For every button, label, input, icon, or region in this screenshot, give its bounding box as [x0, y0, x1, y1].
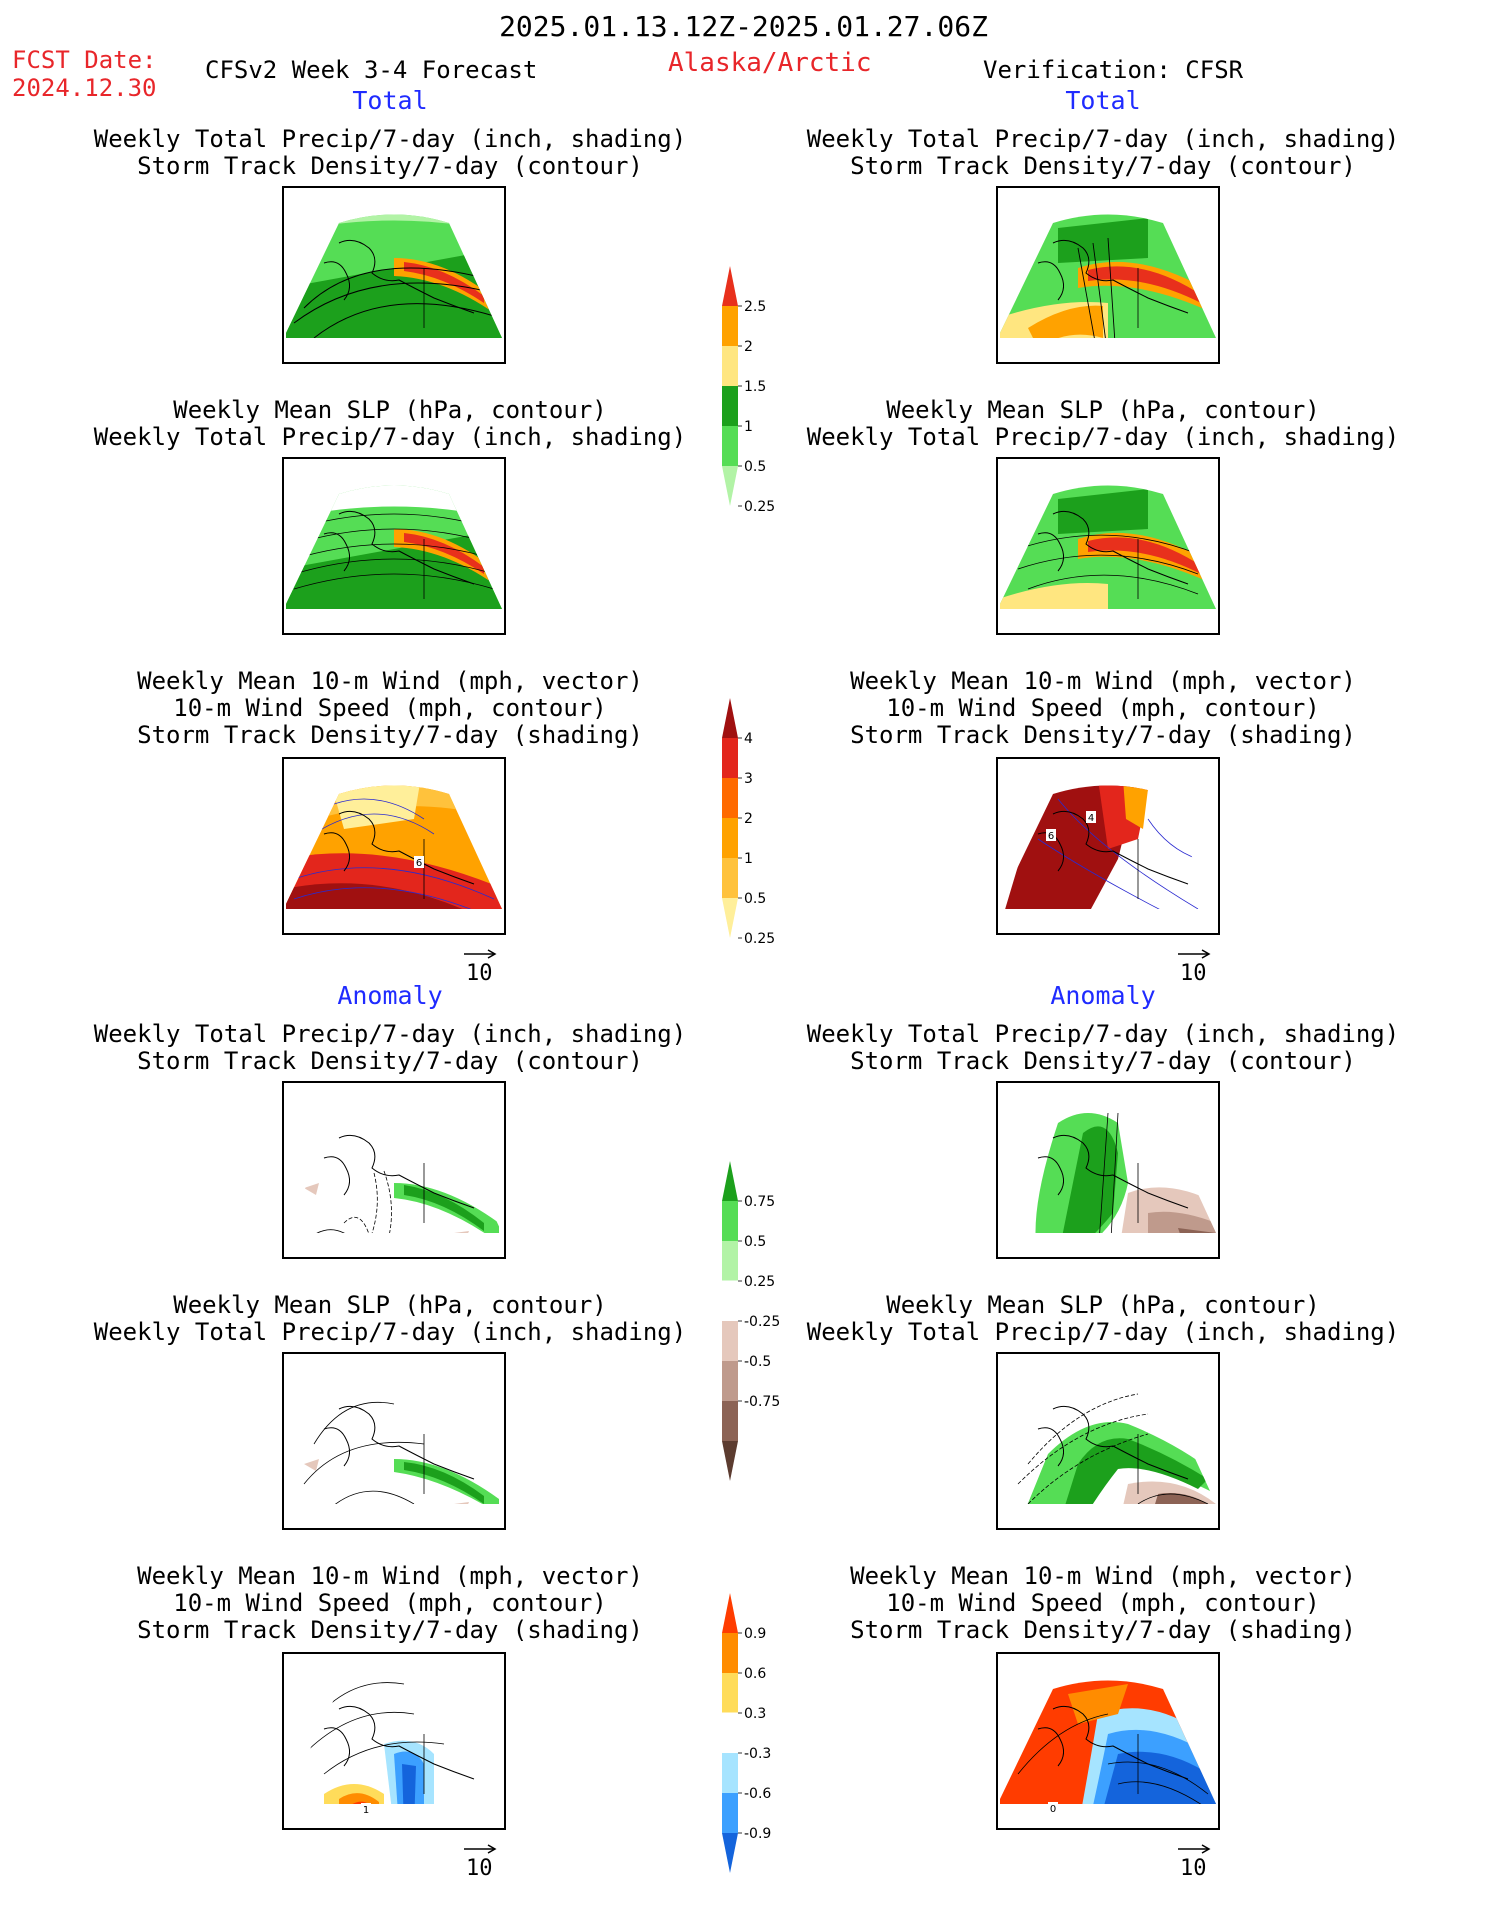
panel-title-total-slp-left: Weekly Mean SLP (hPa, contour) Weekly To… [93, 396, 687, 451]
colorbar-segment [722, 1361, 738, 1401]
section-anomaly-right: Anomaly [1050, 981, 1156, 1010]
colorbar-segment [722, 698, 738, 738]
colorbar-segment [722, 386, 738, 426]
colorbar-segment [722, 778, 738, 818]
panel-title-anom-wind-right: Weekly Mean 10-m Wind (mph, vector) 10-m… [850, 1562, 1356, 1644]
colorbar-segment [722, 1241, 738, 1281]
colorbar-storm-anomaly: 0.9 0.6 0.3 -0.3 -0.6 -0.9 [710, 1593, 790, 1877]
colorbar-segment [722, 1833, 738, 1873]
vector-arrow-icon [1178, 949, 1211, 959]
map-total-precip-verification [996, 186, 1220, 364]
map-anom-slp-forecast [282, 1352, 506, 1530]
colorbar-tick-label: 0.5 [744, 459, 766, 475]
colorbar-segment [722, 426, 738, 466]
colorbar-tick-label: 1.5 [744, 379, 766, 395]
map-anom-precip-verification [996, 1081, 1220, 1259]
colorbar-tick-label: 0.25 [744, 1274, 775, 1290]
colorbar-tick-label: 2.5 [744, 299, 766, 315]
panel-title-total-precip-left: Weekly Total Precip/7-day (inch, shading… [93, 125, 687, 180]
colorbar-tick-label: 0.25 [744, 499, 775, 515]
colorbar-segment [721, 1712, 739, 1754]
colorbar-tick-label: 0.5 [744, 1234, 766, 1250]
panel-title-anom-precip-right: Weekly Total Precip/7-day (inch, shading… [806, 1020, 1400, 1075]
panel-title-anom-wind-left: Weekly Mean 10-m Wind (mph, vector) 10-m… [137, 1562, 643, 1644]
colorbar-tick-label: -0.25 [744, 1314, 780, 1330]
section-total-right: Total [1065, 86, 1141, 115]
panel-title-total-precip-right: Weekly Total Precip/7-day (inch, shading… [806, 125, 1400, 180]
colorbar-tick-label: 3 [744, 771, 753, 787]
colorbar-tick-label: 2 [744, 811, 753, 827]
map-anom-precip-forecast [282, 1081, 506, 1259]
vector-arrow-icon [1178, 1844, 1211, 1854]
colorbar-segment [722, 346, 738, 386]
colorbar-tick-label: 0.25 [744, 931, 775, 947]
colorbar-segment [721, 1280, 739, 1322]
colorbar-tick-label: 0.75 [744, 1194, 775, 1210]
panel-title-total-wind-right: Weekly Mean 10-m Wind (mph, vector) 10-m… [850, 667, 1356, 749]
map-anom-wind-forecast: 1 [282, 1652, 506, 1830]
verification-title: Verification: CFSR [983, 56, 1244, 84]
forecast-period-title: 2025.01.13.12Z-2025.01.27.06Z [499, 10, 988, 43]
colorbar-precip-anomaly: 0.75 0.5 0.25 -0.25 -0.5 -0.75 [710, 1161, 790, 1485]
panel-title-anom-slp-left: Weekly Mean SLP (hPa, contour) Weekly To… [93, 1291, 687, 1346]
colorbar-segment [722, 266, 738, 306]
colorbar-tick-label: 4 [744, 731, 753, 747]
vector-arrow-icon [464, 949, 497, 959]
region-title: Alaska/Arctic [668, 48, 872, 78]
contour-label: 6 [1048, 831, 1054, 842]
panel-title-total-slp-right: Weekly Mean SLP (hPa, contour) Weekly To… [806, 396, 1400, 451]
colorbar-tick-label: -0.75 [744, 1394, 780, 1410]
map-total-precip-forecast [282, 186, 506, 364]
colorbar-tick-label: 0.6 [744, 1666, 766, 1682]
map-anom-slp-verification [996, 1352, 1220, 1530]
map-total-slp-verification [996, 457, 1220, 635]
colorbar-segment [722, 1321, 738, 1361]
colorbar-segment [722, 1401, 738, 1441]
colorbar-segment [722, 1673, 738, 1713]
colorbar-tick-label: -0.6 [744, 1786, 771, 1802]
colorbar-tick-label: -0.5 [744, 1354, 771, 1370]
colorbar-tick-label: 1 [744, 851, 753, 867]
colorbar-segment [722, 858, 738, 898]
colorbar-tick-label: 2 [744, 339, 753, 355]
colorbar-tick-label: 0.9 [744, 1626, 766, 1642]
map-anom-wind-verification: 0 [996, 1652, 1220, 1830]
section-total-left: Total [352, 86, 428, 115]
vector-arrow-icon [464, 1844, 497, 1854]
panel-title-total-wind-left: Weekly Mean 10-m Wind (mph, vector) 10-m… [137, 667, 643, 749]
contour-label: 0 [1050, 1804, 1056, 1815]
model-title: CFSv2 Week 3-4 Forecast [205, 56, 538, 84]
map-total-wind-forecast: 6 [282, 757, 506, 935]
colorbar-segment [722, 1753, 738, 1793]
colorbar-segment [722, 818, 738, 858]
colorbar-segment [722, 1441, 738, 1481]
colorbar-tick-label: 0.3 [744, 1706, 766, 1722]
fcst-date-label: FCST Date: [12, 46, 157, 74]
colorbar-segment [722, 898, 738, 938]
colorbar-segment [722, 1633, 738, 1673]
colorbar-tick-label: 1 [744, 419, 753, 435]
contour-label: 4 [1088, 813, 1094, 824]
map-total-wind-verification: 4 6 [996, 757, 1220, 935]
colorbar-segment [722, 1201, 738, 1241]
colorbar-segment [722, 738, 738, 778]
colorbar-tick-label: 0.5 [744, 891, 766, 907]
colorbar-tick-label: -0.3 [744, 1746, 771, 1762]
fcst-date-value: 2024.12.30 [12, 74, 157, 102]
map-total-slp-forecast [282, 457, 506, 635]
colorbar-segment [722, 1793, 738, 1833]
colorbar-storm-total: 4 3 2 1 0.5 0.25 [710, 698, 790, 947]
colorbar-segment [722, 1161, 738, 1201]
colorbar-precip-total: 2.5 2 1.5 1 0.5 0.25 [710, 266, 790, 515]
colorbar-tick-label: -0.9 [744, 1826, 771, 1842]
contour-label: 1 [363, 1805, 369, 1816]
contour-label: 6 [416, 858, 422, 869]
panel-title-anom-slp-right: Weekly Mean SLP (hPa, contour) Weekly To… [806, 1291, 1400, 1346]
colorbar-segment [722, 466, 738, 506]
colorbar-segment [722, 306, 738, 346]
section-anomaly-left: Anomaly [337, 981, 443, 1010]
panel-title-anom-precip-left: Weekly Total Precip/7-day (inch, shading… [93, 1020, 687, 1075]
colorbar-segment [722, 1593, 738, 1633]
